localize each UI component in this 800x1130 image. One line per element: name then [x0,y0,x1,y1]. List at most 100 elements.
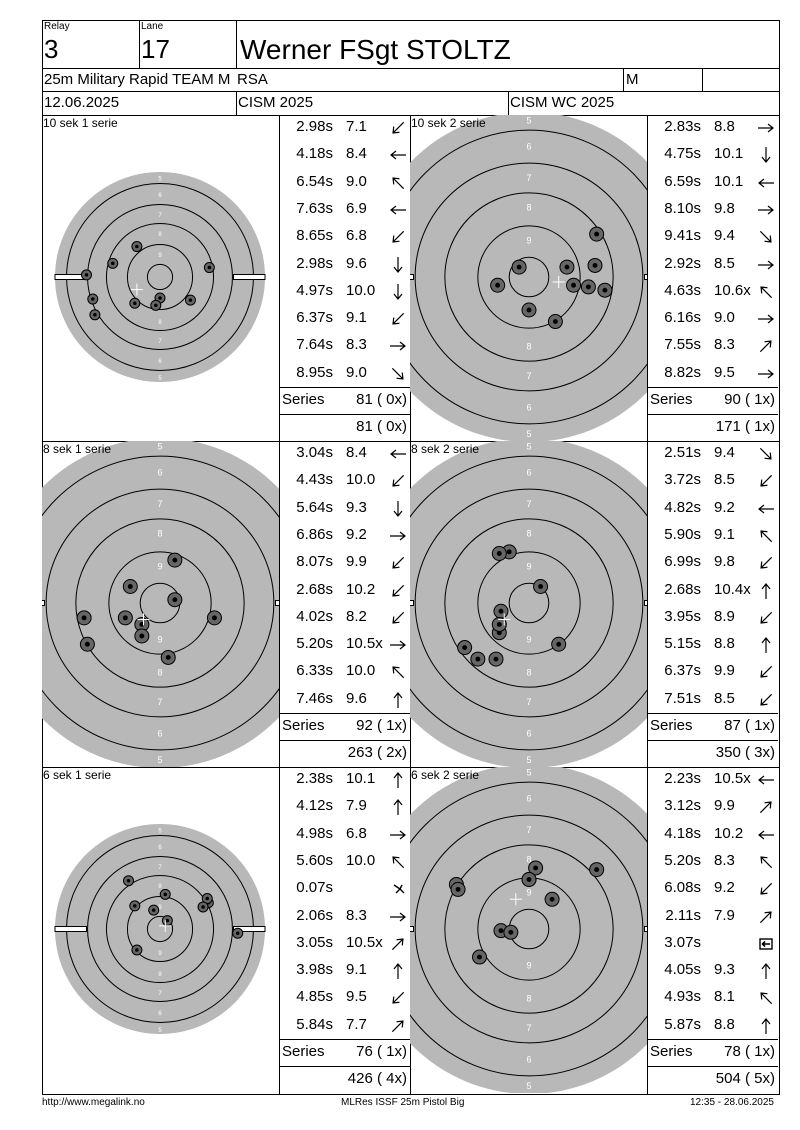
ring-number: 6 [526,142,531,152]
shot-value: 9.9 [714,662,735,680]
shot-time: 2.51s [664,444,701,461]
ring-number: 5 [526,755,531,765]
direction-arrow-icon [388,662,408,686]
scoring-ring [42,455,279,751]
shot-hole [79,636,95,652]
shot-time: 6.16s [664,309,701,327]
scoring-ring [414,488,644,718]
shot-hole [528,860,544,876]
ring-number: 8 [526,341,531,351]
direction-arrow-icon [756,581,776,605]
scoring-ring [508,582,550,624]
shot-time: 2.98s [296,118,333,135]
ring-number: 9 [157,634,162,644]
shot-hole [589,226,605,242]
shot-hole [134,616,150,632]
shot-value: 9.3 [346,498,367,516]
shot-time: 2.23s [664,770,701,787]
series-title: 8 sek 2 serie [411,442,480,456]
shot-time: 2.98s [296,254,333,272]
direction-arrow-icon [388,200,408,224]
direction-arrow-icon [756,499,776,523]
series-label: Series [650,717,693,734]
shot-hole [533,579,549,594]
shot-hole [491,616,507,632]
ring-number: 8 [157,667,162,677]
shot-row: 3.98s 9.1 [283,961,409,988]
ring-number: 8 [158,972,162,978]
shot-hole [559,259,575,275]
shot-hole [159,888,171,900]
direction-arrow-icon [388,255,408,279]
shot-time: 5.84s [296,1015,333,1033]
scoring-ring [105,222,215,332]
shot-time: 6.99s [664,553,701,571]
shot-row: 3.72s 8.5 [651,471,777,498]
ring-number: 6 [157,468,162,478]
shot-row: 4.85s 9.5 [283,988,409,1015]
footer-timestamp: 12:35 - 28.06.2025 [690,1097,774,1108]
shot-hole [184,294,196,306]
direction-arrow-icon [756,526,776,550]
shot-hole [201,893,213,905]
ring-number: 7 [158,213,162,219]
shot-row: 5.15s 8.8 [651,635,777,662]
shot-time: 2.38s [296,770,333,787]
shot-hole [117,610,133,626]
shot-hole [129,297,141,309]
shot-row: 2.23s 10.5x [651,770,777,797]
series-label: Series [282,717,325,734]
direction-arrow-icon [388,118,408,142]
ring-number: 7 [158,339,162,345]
series-label: Series [282,1043,325,1060]
shot-value: 8.3 [714,851,735,869]
direction-arrow-icon [388,336,408,360]
ring-number: 6 [158,1011,162,1017]
shot-hole [203,262,215,274]
series-total: 87 ( 1x) [724,717,775,734]
shot-value: 9.3 [714,961,735,979]
direction-arrow-icon [388,797,408,821]
shot-hole [587,257,603,273]
shot-row: 2.98s 7.1 [283,118,409,145]
ring-number: 5 [158,176,162,182]
shot-row: 5.84s 7.7 [283,1016,409,1043]
ring-number: 7 [526,825,531,835]
shot-value: 10.0 [346,471,376,489]
direction-arrow-icon [756,662,776,686]
direction-arrow-icon [756,635,776,659]
aiming-bar [644,600,647,606]
direction-arrow-icon [388,282,408,306]
shot-hole [491,546,507,561]
scoring-ring [508,256,550,298]
shot-time: 5.15s [664,635,701,653]
ring-number: 5 [526,767,531,777]
shot-time: 6.08s [664,879,701,897]
ring-number: 9 [526,888,531,898]
shot-hole [131,241,143,253]
ring-number: 5 [157,441,162,451]
cumulative-total: 350 ( 3x) [715,744,775,761]
series-title: 10 sek 2 serie [411,116,486,130]
shot-hole [511,259,527,275]
footer-url[interactable]: http://www.megalink.no [42,1097,145,1108]
target-background [42,441,279,767]
shot-time: 6.37s [664,662,701,680]
aiming-bar [644,926,647,932]
direction-arrow-icon [388,581,408,605]
shot-value: 8.5 [714,471,735,489]
direction-arrow-icon [756,336,776,360]
shot-value: 8.4 [346,444,367,461]
shot-row: 2.98s 9.6 [283,255,409,282]
shot-value: 10.5x [714,770,751,787]
scoring-ring [105,874,215,984]
shot-value: 8.8 [714,635,735,653]
shot-time: 4.97s [296,281,333,299]
shot-time: 5.64s [296,498,333,516]
direction-arrow-icon [756,444,776,468]
cumulative-total: 504 ( 5x) [715,1070,775,1087]
shot-hole [131,944,143,956]
shot-row: 8.95s 9.0 [283,364,409,391]
shot-value: 8.8 [714,118,735,135]
shot-time: 8.07s [296,553,333,571]
